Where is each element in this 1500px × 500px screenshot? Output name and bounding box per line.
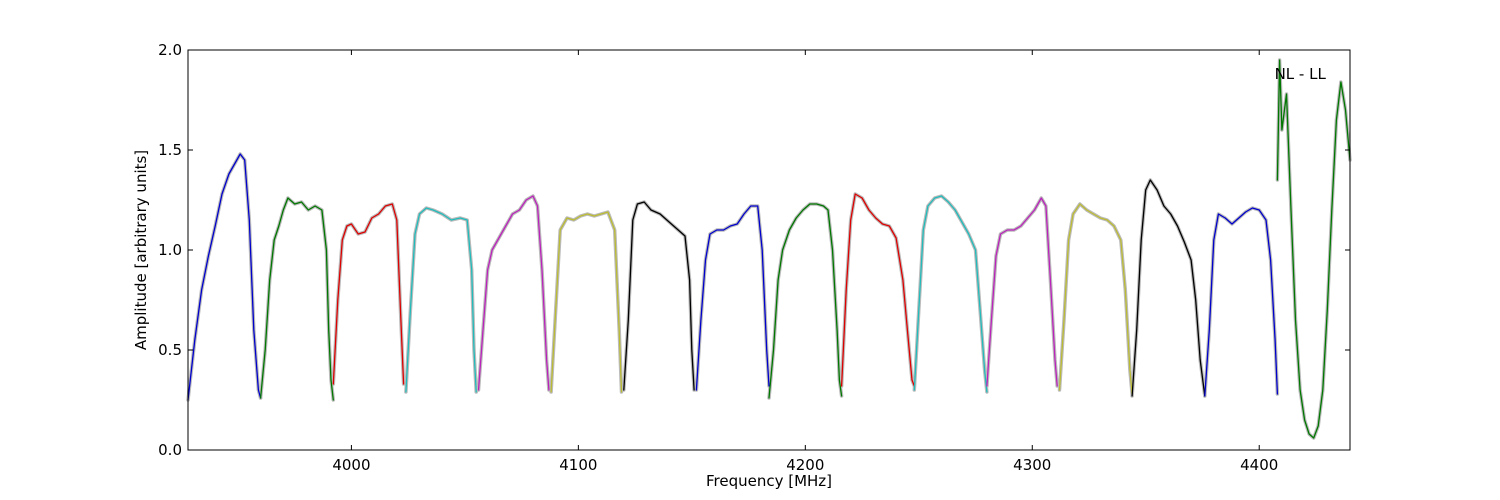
x-tick-label: 4100 — [559, 456, 597, 474]
background-trace-2 — [258, 196, 336, 402]
y-tick-label: 1.0 — [158, 241, 182, 259]
background-trace-8 — [694, 204, 771, 392]
series-line-10 — [840, 193, 915, 387]
series-line-4 — [405, 207, 477, 393]
x-tick-label: 4300 — [1013, 456, 1051, 474]
series-line-7 — [623, 201, 695, 391]
background-trace-11 — [912, 194, 989, 394]
series-line-14 — [1131, 179, 1206, 397]
series-line-5 — [477, 195, 550, 391]
background-trace-7 — [622, 200, 696, 392]
y-tick-label: 0.5 — [158, 341, 182, 359]
background-trace-15 — [1203, 206, 1280, 398]
y-axis-label: Amplitude [arbitrary units] — [132, 150, 150, 350]
series-line-6 — [550, 211, 623, 393]
y-tick-label: 2.0 — [158, 41, 182, 59]
series-line-2 — [259, 197, 334, 401]
background-trace-3 — [331, 202, 406, 386]
background-trace-6 — [549, 210, 624, 394]
x-tick-label: 4000 — [332, 456, 370, 474]
nl-ll-annotation: NL - LL — [1275, 65, 1327, 83]
x-axis-ticks: 4000 4100 4200 4300 4400 — [332, 50, 1278, 474]
series-line-3 — [332, 203, 405, 385]
series-line-12 — [986, 197, 1058, 387]
background-trace-16 — [1275, 58, 1352, 440]
x-axis-label: Frequency [MHz] — [706, 472, 832, 490]
series-line-11 — [913, 195, 988, 393]
x-tick-label: 4400 — [1240, 456, 1278, 474]
x-tick-label: 4200 — [786, 456, 824, 474]
series-layer — [187, 59, 1351, 439]
series-line-15 — [1204, 207, 1279, 397]
series-line-16 — [1276, 59, 1351, 439]
y-tick-label: 1.5 — [158, 141, 182, 159]
series-line-1 — [187, 153, 262, 401]
series-line-13 — [1058, 203, 1133, 395]
background-trace-1 — [186, 152, 263, 402]
y-tick-label: 0.0 — [158, 441, 182, 459]
y-axis-ticks: 0.0 0.5 1.0 1.5 2.0 — [158, 41, 1350, 459]
series-line-9 — [768, 203, 843, 399]
series-line-8 — [695, 205, 770, 391]
background-trace-4 — [404, 206, 478, 394]
